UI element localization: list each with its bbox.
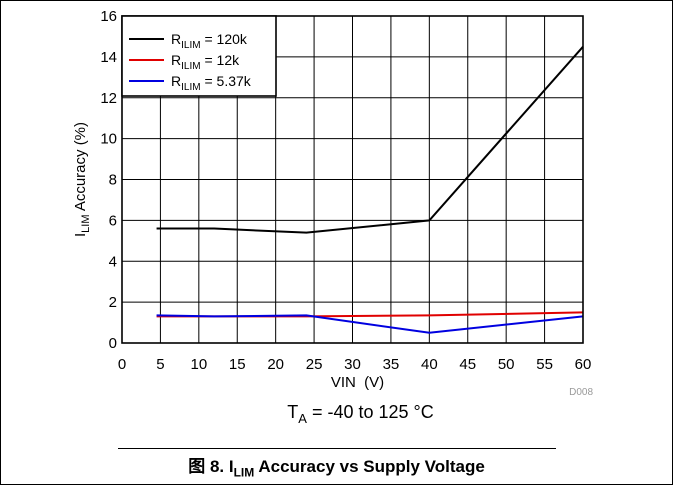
legend-label: RILIM = 12k [171,52,240,72]
test-condition-rest: = -40 to 125 °C [307,402,434,422]
legend-label: RILIM = 120k [171,31,248,51]
figure-caption: 图 8. ILIM Accuracy vs Supply Voltage [0,452,673,479]
y-tick-label: 14 [100,49,117,66]
y-tick-label: 8 [109,172,117,189]
x-tick-label: 0 [118,356,126,373]
series-line [156,45,584,234]
legend-box [121,15,277,97]
x-tick-labels: 0 5 10 15 20 25 30 35 40 45 50 55 60 [118,356,592,373]
grid [122,16,583,343]
series-layer [156,45,584,334]
y-tick-label: 0 [109,335,117,352]
y-tick-label: 16 [100,8,117,25]
y-axis-label: ILIM Accuracy (%) [72,122,92,237]
x-axis-label: VIN (V) [331,374,384,391]
x-tick-label: 20 [267,356,284,373]
x-tick-label: 15 [229,356,246,373]
y-tick-label: 10 [100,131,117,148]
y-tick-label: 6 [109,212,117,229]
test-condition: TA = -40 to 125 °C [287,402,433,426]
y-tick-label: 2 [109,294,117,311]
x-tick-label: 40 [421,356,438,373]
x-tick-label: 60 [575,356,592,373]
x-tick-label: 35 [383,356,400,373]
caption-prefix: 图 8. I [188,457,234,476]
y-axis-label-main: I [72,233,89,237]
frame-top-border [0,0,673,1]
x-tick-label: 5 [156,356,164,373]
x-tick-label: 55 [536,356,553,373]
y-tick-label: 12 [100,90,117,107]
x-tick-label: 10 [190,356,207,373]
frame-left-border [0,0,1,485]
figure-code: D008 [569,387,593,398]
y-axis-label-rest: Accuracy (%) [72,122,89,215]
series-line [156,314,584,334]
x-tick-label: 50 [498,356,515,373]
caption-rest: Accuracy vs Supply Voltage [254,457,485,476]
caption-divider [118,448,556,449]
x-tick-label: 25 [306,356,323,373]
y-tick-labels: 0 2 4 6 8 10 12 14 16 [100,8,117,352]
y-axis-label-sub: LIM [80,215,92,233]
plot-area-frame [121,15,584,344]
x-tick-label: 45 [459,356,476,373]
x-tick-label: 30 [344,356,361,373]
y-tick-label: 4 [109,253,117,270]
test-condition-main: T [287,402,298,422]
legend-label: RILIM = 5.37k [171,73,252,93]
test-condition-sub: A [298,411,307,426]
caption-sub: LIM [233,465,255,480]
